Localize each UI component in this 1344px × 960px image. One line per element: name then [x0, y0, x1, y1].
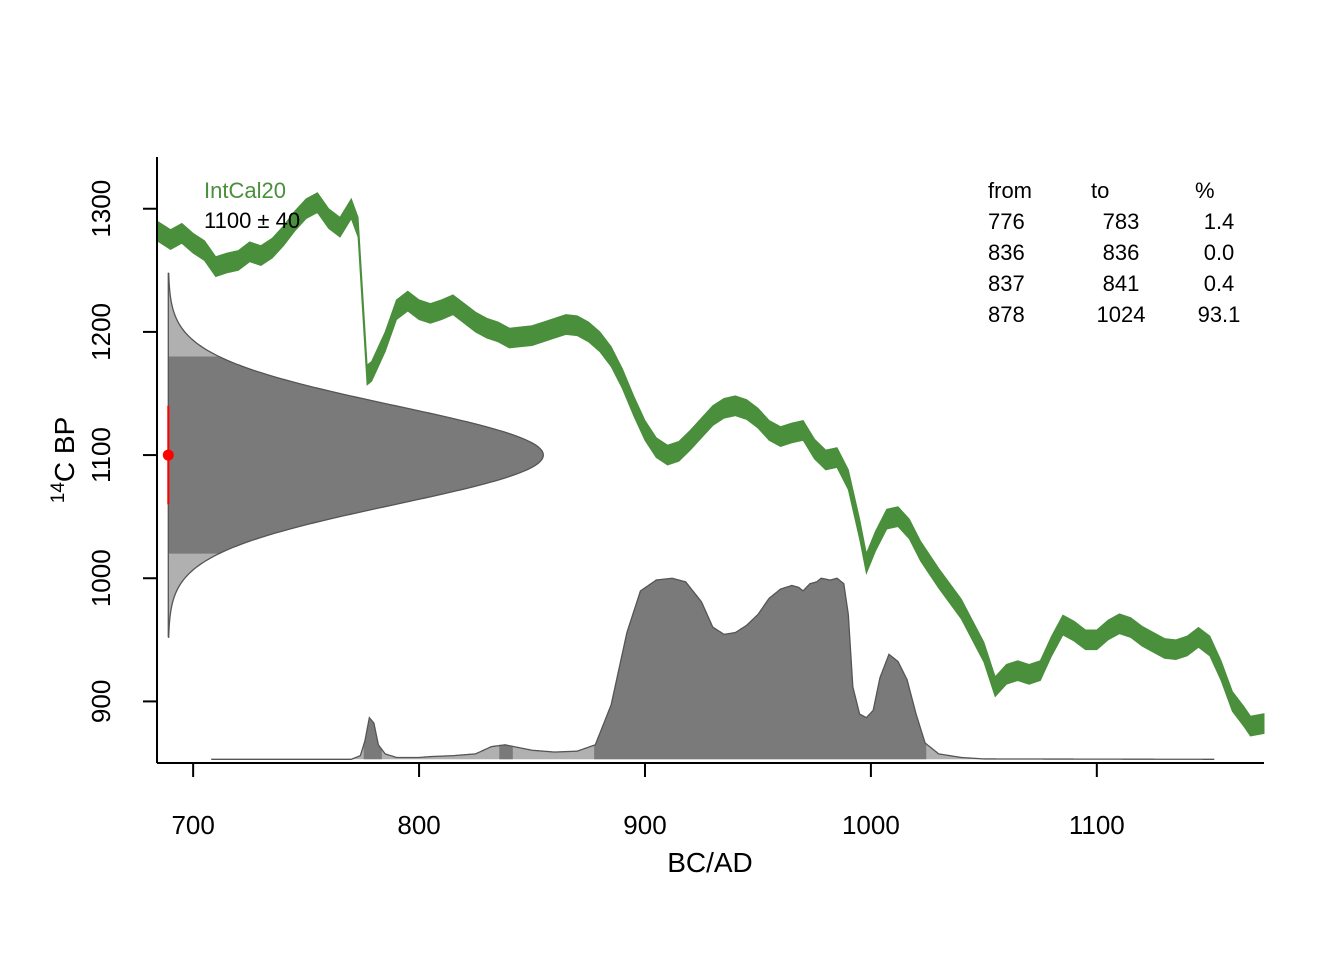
table-cell-r4-c3: 93.1 — [1198, 302, 1241, 327]
measurement-marker — [162, 405, 174, 505]
y-tick-label-1300: 1300 — [86, 180, 116, 238]
x-tick-label-700: 700 — [171, 810, 214, 840]
table-cell-r1-c3: 1.4 — [1204, 209, 1235, 234]
table-cell-r1-c2: 783 — [1103, 209, 1140, 234]
table-cell-r3-c2: 841 — [1103, 271, 1140, 296]
x-tick-label-800: 800 — [397, 810, 440, 840]
table-cell-r4-c2: 1024 — [1097, 302, 1146, 327]
y-axis-title-superscript: 14 — [48, 482, 69, 504]
y-axis-title-main: C BP — [49, 417, 80, 482]
y-tick-label-1100: 1100 — [86, 427, 116, 483]
calibrated-distribution — [211, 577, 1215, 760]
calibration-curve — [156, 192, 1265, 737]
x-tick-label-1000: 1000 — [842, 810, 900, 840]
hpd-range-1 — [363, 717, 382, 760]
calibration-curve-band — [156, 192, 1265, 737]
y-tick-label-1000: 1000 — [86, 549, 116, 607]
calibrated-density-outline — [211, 577, 1215, 760]
axes — [156, 157, 1264, 764]
hpd-range-3 — [501, 744, 513, 760]
x-axis-title: BC/AD — [667, 847, 753, 878]
table-cell-r3-c3: 0.4 — [1204, 271, 1235, 296]
table-cell-r3-c1: 837 — [988, 271, 1025, 296]
y-tick-label-900: 900 — [86, 680, 116, 723]
table-cell-r2-c3: 0.0 — [1204, 240, 1235, 265]
measurement-density-2sigma — [168, 356, 544, 554]
table-header-0: from — [988, 178, 1032, 203]
measurement-point — [162, 449, 174, 461]
table-cell-r4-c1: 878 — [988, 302, 1025, 327]
y-tick-label-1200: 1200 — [86, 303, 116, 361]
x-tick-label-1100: 1100 — [1069, 810, 1125, 840]
ranges-table: from to % 776 783 1.4 836 836 0.0 837 841 0.4 878 102… — [988, 178, 1240, 327]
table-cell-r2-c2: 836 — [1103, 240, 1140, 265]
curve-name-label: IntCal20 — [204, 178, 286, 203]
measurement-label: 1100 ± 40 — [204, 208, 300, 233]
measurement-density-outline — [168, 272, 544, 639]
table-cell-r1-c1: 776 — [988, 209, 1025, 234]
axis-ticks: 700 800 900 1000 1100 900 1000 1100 1200 1300 — [86, 180, 1125, 840]
y-axis-title: 14C BP — [48, 417, 80, 504]
table-cell-r2-c1: 836 — [988, 240, 1025, 265]
table-header-2: % — [1195, 178, 1215, 203]
table-header-1: to — [1091, 178, 1109, 203]
hpd-range-4 — [594, 578, 927, 760]
hpd-range-2 — [499, 745, 502, 760]
x-tick-label-900: 900 — [623, 810, 666, 840]
